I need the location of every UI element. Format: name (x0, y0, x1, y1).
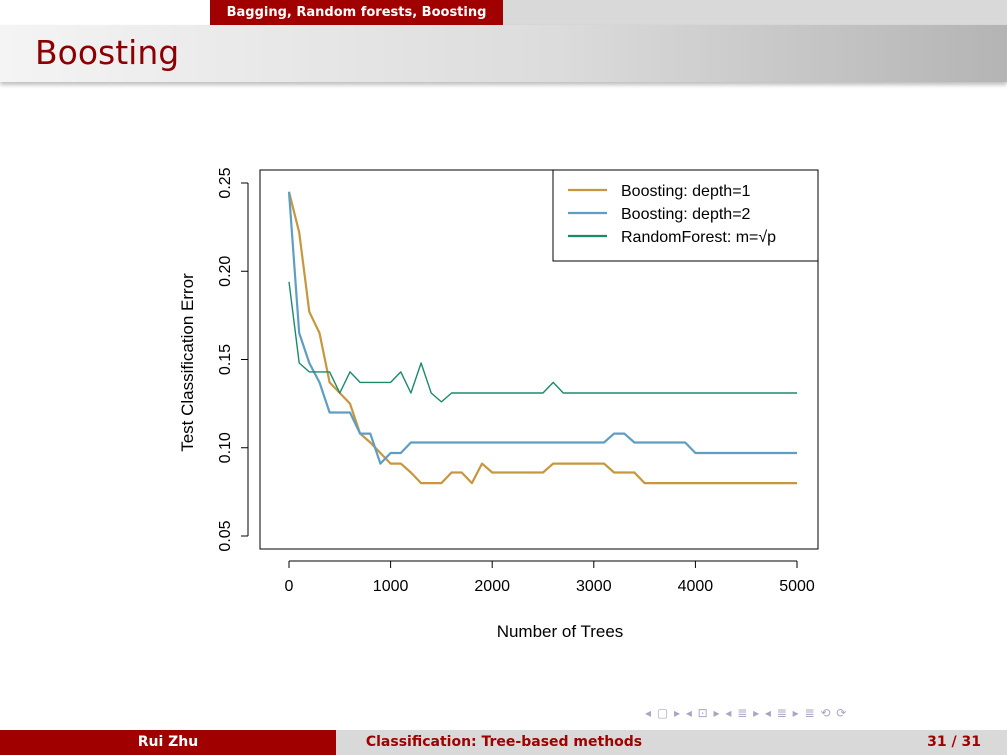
series-line-1 (287, 191, 797, 485)
top-bar-right-fill (503, 0, 1007, 25)
x-axis-label: Number of Trees (497, 622, 624, 641)
legend-label-3: RandomForest: m=√p (621, 229, 776, 246)
x-tick-label: 1000 (373, 578, 409, 595)
y-tick-label: 0.20 (217, 256, 234, 287)
series-line-2 (287, 191, 797, 465)
x-tick-label: 2000 (474, 578, 510, 595)
series-line-3 (288, 281, 797, 403)
y-tick-label: 0.10 (217, 432, 234, 463)
y-tick-label: 0.15 (217, 344, 234, 375)
x-tick-label: 4000 (678, 578, 714, 595)
x-tick-label: 3000 (576, 578, 612, 595)
section-title[interactable]: Bagging, Random forests, Boosting (210, 0, 503, 25)
frame-title: Boosting (35, 33, 180, 72)
frame-title-bar: Boosting (0, 25, 1007, 82)
top-navigation-bar: Bagging, Random forests, Boosting (0, 0, 1007, 25)
legend-box (552, 169, 819, 262)
beamer-navigation-symbols[interactable]: ◂ ▢ ▸ ◂ ⊡ ▸ ◂ ≣ ▸ ◂ ≣ ▸ ≣ ⟲ ⟳ (645, 706, 848, 720)
legend-label-2: Boosting: depth=2 (621, 206, 751, 223)
plot-frame (259, 169, 819, 550)
footer-author: Rui Zhu (0, 730, 336, 755)
y-tick-label: 0.05 (217, 520, 234, 551)
top-bar-left-fill (0, 0, 210, 25)
legend-label-1: Boosting: depth=1 (621, 183, 751, 200)
footer-title: Classification: Tree-based methods (336, 730, 672, 755)
boosting-error-chart: 0 1000 2000 3000 4000 5000 Number of Trees 0.05… (178, 167, 819, 641)
footer-page-number: 31 / 31 (672, 730, 1007, 755)
y-axis-label: Test Classification Error (178, 273, 197, 452)
y-tick-label: 0.25 (217, 167, 234, 198)
footer-bar: Rui Zhu Classification: Tree-based metho… (0, 730, 1007, 755)
x-tick-label: 5000 (779, 578, 815, 595)
page-number-text: 31 / 31 (927, 734, 981, 750)
x-tick-label: 0 (285, 578, 294, 595)
